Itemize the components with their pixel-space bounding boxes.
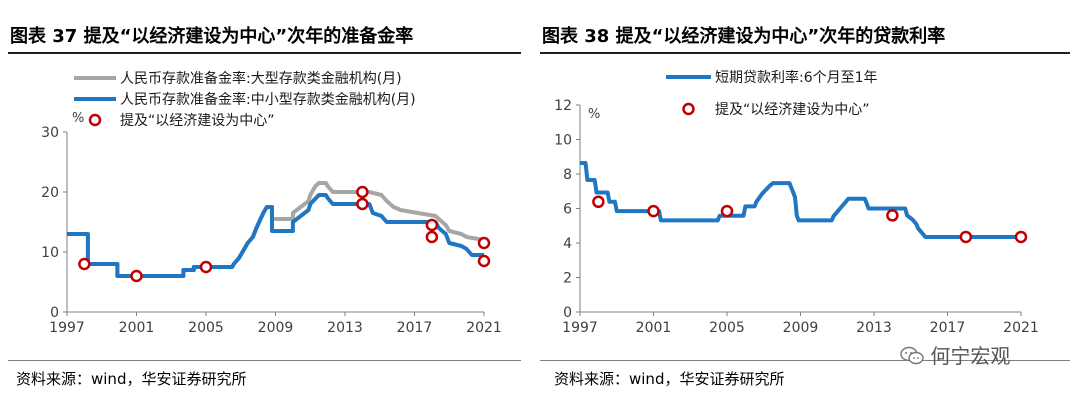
y-unit-label: % <box>588 107 600 122</box>
mention-marker <box>425 230 439 244</box>
source-note: 资料来源：wind，华安证券研究所 <box>16 370 247 388</box>
x-tick-label: 2001 <box>119 320 155 336</box>
x-tick-label: 1997 <box>49 320 85 336</box>
x-tick-label: 2021 <box>1003 320 1039 336</box>
y-tick-label: 4 <box>563 236 572 252</box>
mention-marker <box>78 257 91 271</box>
x-tick-label: 2001 <box>636 320 672 336</box>
mention-marker <box>199 260 213 274</box>
x-tick-label: 2021 <box>466 320 502 336</box>
chart-panel-reserve-ratio: 图表 37 提及“以经济建设为中心”次年的准备金率 0 10 20 30 1997 200… <box>0 0 525 406</box>
legend-label: 提及“以经济建设为中心” <box>120 113 275 129</box>
mention-marker <box>647 204 660 218</box>
x-tick-label: 2013 <box>327 320 363 336</box>
x-tick-label: 2017 <box>930 320 966 336</box>
y-tick-label: 6 <box>563 202 572 218</box>
title-underline <box>540 52 1070 54</box>
wechat-icon <box>900 346 924 365</box>
mention-marker <box>1014 230 1028 244</box>
x-tick-label: 2005 <box>188 320 224 336</box>
watermark: 何宁宏观 <box>900 340 1010 369</box>
mention-marker <box>356 185 369 199</box>
chart-title: 图表 38 提及“以经济建设为中心”次年的贷款利率 <box>542 26 946 47</box>
reserve-ratio-chart: 0 10 20 30 1997 2001 2005 2009 2013 2017 2021% 人民币存… <box>41 70 502 336</box>
y-tick-label: 0 <box>50 305 59 321</box>
legend-label: 人民币存款准备金率:大型存款类金融机构(月) <box>120 70 402 87</box>
legend-swatch-marker <box>88 113 102 127</box>
mention-marker <box>477 236 491 250</box>
x-tick-label: 2009 <box>258 320 294 336</box>
source-divider <box>540 360 1070 361</box>
mention-marker <box>477 254 491 268</box>
mention-marker <box>592 195 605 209</box>
mention-marker <box>130 269 143 283</box>
chart-panel-loan-rate: 图表 38 提及“以经济建设为中心”次年的贷款利率 0 2 4 6 8 10 12 1997 2… <box>540 0 1080 406</box>
source-divider <box>8 360 521 361</box>
loan-rate-chart: 0 2 4 6 8 10 12 1997 2001 2005 2009 2013 2017 2021% 短期… <box>554 69 1039 336</box>
legend-label: 提及“以经济建设为中心” <box>715 102 870 118</box>
series-line-blue <box>580 161 1021 239</box>
mention-marker <box>356 197 369 211</box>
legend-swatch-marker <box>682 102 695 116</box>
x-tick-label: 2009 <box>783 320 819 336</box>
y-tick-label: 8 <box>563 167 572 183</box>
mention-marker <box>720 204 734 218</box>
series-line-blue <box>67 193 484 278</box>
legend-label: 人民币存款准备金率:中小型存款类金融机构(月) <box>120 91 416 108</box>
source-note: 资料来源：wind，华安证券研究所 <box>554 370 785 388</box>
y-tick-label: 30 <box>41 125 59 141</box>
title-underline <box>8 52 521 54</box>
y-unit-label: % <box>72 111 84 126</box>
y-tick-label: 0 <box>563 305 572 321</box>
mention-marker <box>425 218 439 232</box>
x-tick-label: 1997 <box>562 320 598 336</box>
y-tick-label: 12 <box>554 98 572 114</box>
legend-label: 短期贷款利率:6个月至1年 <box>715 69 878 86</box>
mention-marker <box>959 230 973 244</box>
y-tick-label: 10 <box>41 245 59 261</box>
y-tick-label: 2 <box>563 271 572 287</box>
x-tick-label: 2005 <box>709 320 745 336</box>
y-tick-label: 20 <box>41 185 59 201</box>
mention-marker <box>886 209 899 222</box>
x-tick-label: 2013 <box>856 320 892 336</box>
y-tick-label: 10 <box>554 133 572 149</box>
x-tick-label: 2017 <box>397 320 433 336</box>
watermark-text: 何宁宏观 <box>930 344 1011 368</box>
chart-title: 图表 37 提及“以经济建设为中心”次年的准备金率 <box>10 26 414 47</box>
